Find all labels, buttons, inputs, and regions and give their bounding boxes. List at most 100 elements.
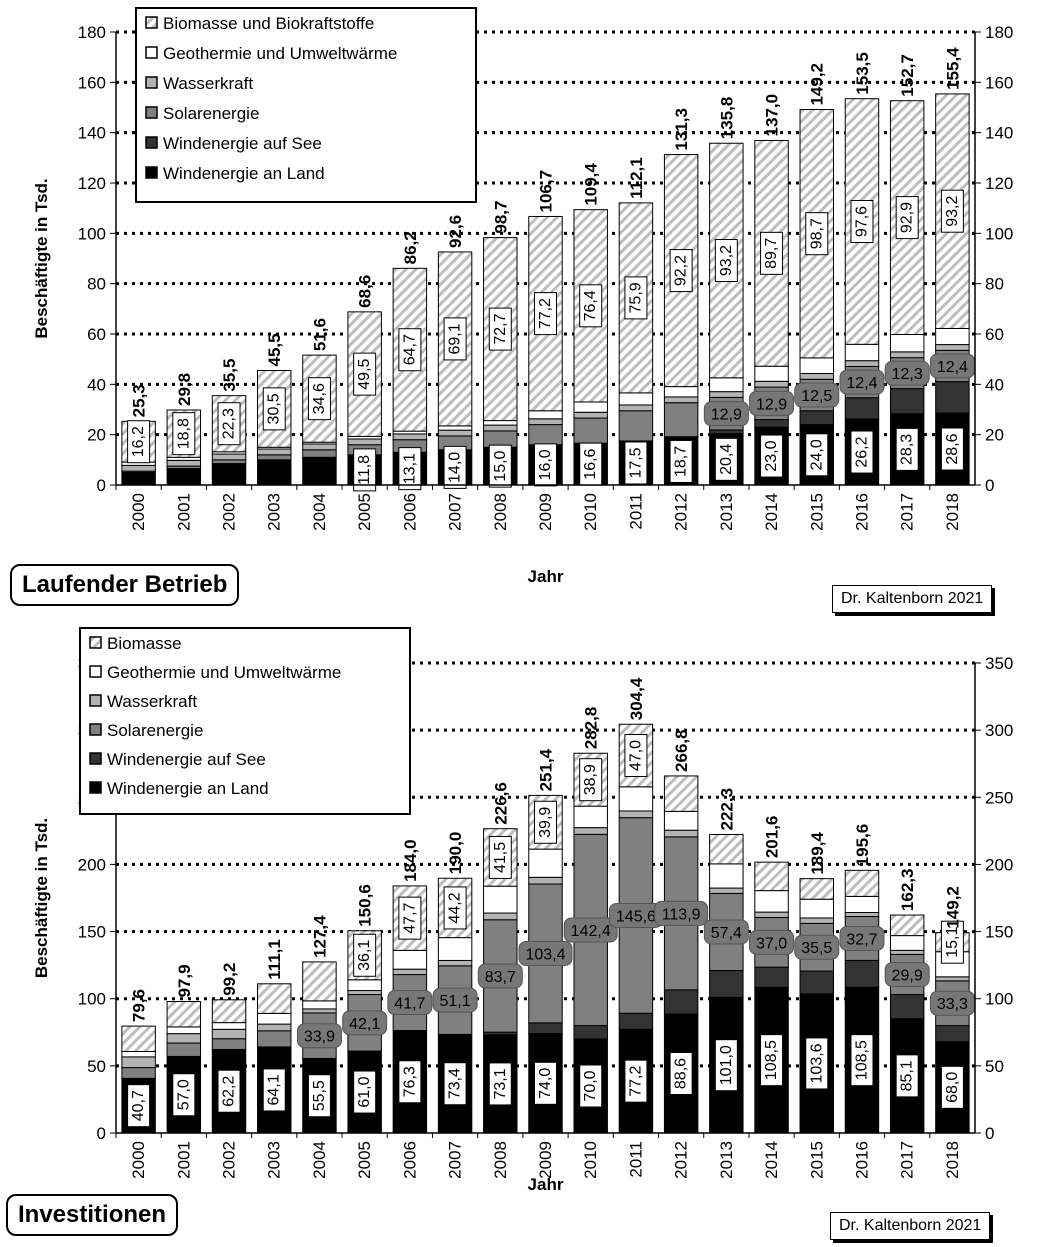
data-label-box [884,961,930,987]
total-label: 222,3 [717,788,736,831]
x-tick-label: 2014 [762,1141,781,1179]
y-tick-label-right: 160 [985,73,1013,92]
data-label-box [940,189,964,233]
bar-wasserkraft [211,453,247,461]
legend-swatch-windenergie-an-land [89,781,102,794]
y-tick-label-left: 200 [78,855,106,874]
data-label: 15,0 [492,450,509,481]
data-label: 113,9 [662,906,701,923]
bar-wasserkraft [889,949,925,955]
bar-windenergie-auf-see [754,419,789,428]
data-label: 16,2 [130,426,147,457]
x-tick-label: 2013 [717,493,736,531]
legend-swatch-windenergie-auf-see [145,136,158,149]
data-label-box [579,758,603,802]
data-label: 49,5 [356,358,373,389]
bar-geothermie-und-umweltwaerme [211,1022,247,1030]
bar-geothermie-und-umweltwaerme [483,885,518,914]
data-label: 14,0 [447,452,464,483]
data-label: 97,6 [853,206,870,237]
x-axis-title: Jahr [528,567,564,586]
bar-geothermie-und-umweltwaerme [347,979,382,992]
data-label-box [749,929,795,955]
legend-swatch-biomasse [89,636,102,649]
data-label: 47,7 [401,902,418,933]
bar-windenergie-auf-see [709,429,744,435]
bar-wasserkraft [709,887,744,894]
data-label-box [217,1069,241,1113]
bar-geothermie-und-umweltwaerme [663,810,699,831]
bar-geothermie-und-umweltwaerme [799,357,834,375]
bar-biomasse [166,1001,202,1028]
y-tick-label-right: 180 [985,23,1013,42]
data-label-box [398,328,422,372]
bar-geothermie-und-umweltwaerme [889,935,925,951]
legend-label-wasserkraft: Wasserkraft [163,74,253,93]
bar-geothermie-und-umweltwaerme [121,1050,156,1058]
data-label-box [794,934,840,960]
data-label-box [714,437,738,481]
y-tick-label-right: 120 [985,174,1013,193]
x-tick-label: 2016 [852,1141,871,1179]
legend-label-biomasse-und-biokraftstoffe: Biomasse und Biokraftstoffe [163,14,374,33]
bar-windenergie-an-land [302,456,337,486]
data-label-box [624,1059,648,1103]
bar-windenergie-auf-see [528,1022,563,1035]
data-label-box [353,448,377,492]
x-tick-label: 2012 [672,493,691,531]
segment-labels: 40,7 57,0 62,2 64,1 55,5 33,9 61,0 42,1 36,1 76,3… [127,734,975,1128]
legend-swatch-windenergie-an-land [145,166,158,179]
x-tick-label: 2013 [717,1141,736,1179]
data-label: 57,0 [175,1079,192,1110]
data-label: 73,1 [492,1068,509,1099]
legend-swatch-wasserkraft [89,694,102,707]
bar-biomasse [799,878,834,900]
total-label: 45,5 [265,333,284,366]
bar-solarenergie [573,417,608,444]
data-label-box [669,1052,693,1096]
data-label-box [579,284,603,328]
x-tick-label: 2016 [852,493,871,531]
bar-windenergie-auf-see [935,1025,970,1043]
x-tick-label: 2007 [446,493,465,531]
y-tick-label-left: 140 [78,124,106,143]
x-tick-label: 2008 [491,1141,510,1179]
data-label: 89,7 [763,238,780,269]
data-label-box [488,1062,512,1106]
credit-badge: Dr. Kaltenborn 2021 [830,1212,991,1240]
data-label: 26,2 [853,436,870,467]
data-label-box [703,401,749,427]
x-tick-label: 2007 [446,1141,465,1179]
data-label-box [624,441,648,485]
y-tick-label-right: 100 [985,990,1013,1009]
data-label: 28,3 [899,434,916,465]
y-tick-label-right: 60 [985,325,1004,344]
bar-wasserkraft [663,829,699,838]
bar-wasserkraft [573,827,608,835]
data-label-box [563,917,618,943]
bar-solarenergie [211,459,247,465]
data-label: 103,6 [808,1043,825,1083]
data-label: 16,0 [537,449,554,480]
x-tick-label: 2005 [355,493,374,531]
data-label: 39,9 [537,807,554,838]
y-tick-label-left: 180 [78,23,106,42]
axes: 0050501001001501502002002502503003003503… [78,654,1014,1179]
section-label-investitionen: Investitionen [6,1194,179,1236]
data-label: 88,6 [673,1058,690,1089]
data-label: 22,3 [221,408,238,439]
total-label: 51,6 [310,318,329,351]
bar-geothermie-und-umweltwaerme [573,401,608,413]
bar-windenergie-an-land [257,459,292,486]
data-label-box [127,1084,151,1128]
data-label: 70,0 [582,1070,599,1101]
bar-geothermie-und-umweltwaerme [709,863,744,889]
y-tick-label-left: 160 [78,73,106,92]
bar-wasserkraft [166,459,202,467]
data-label: 24,0 [808,439,825,470]
bar-geothermie-und-umweltwaerme [844,343,880,362]
data-label-box [307,377,331,421]
data-label: 37,0 [756,935,787,952]
data-label: 34,6 [311,383,328,414]
data-label-box [477,963,523,989]
